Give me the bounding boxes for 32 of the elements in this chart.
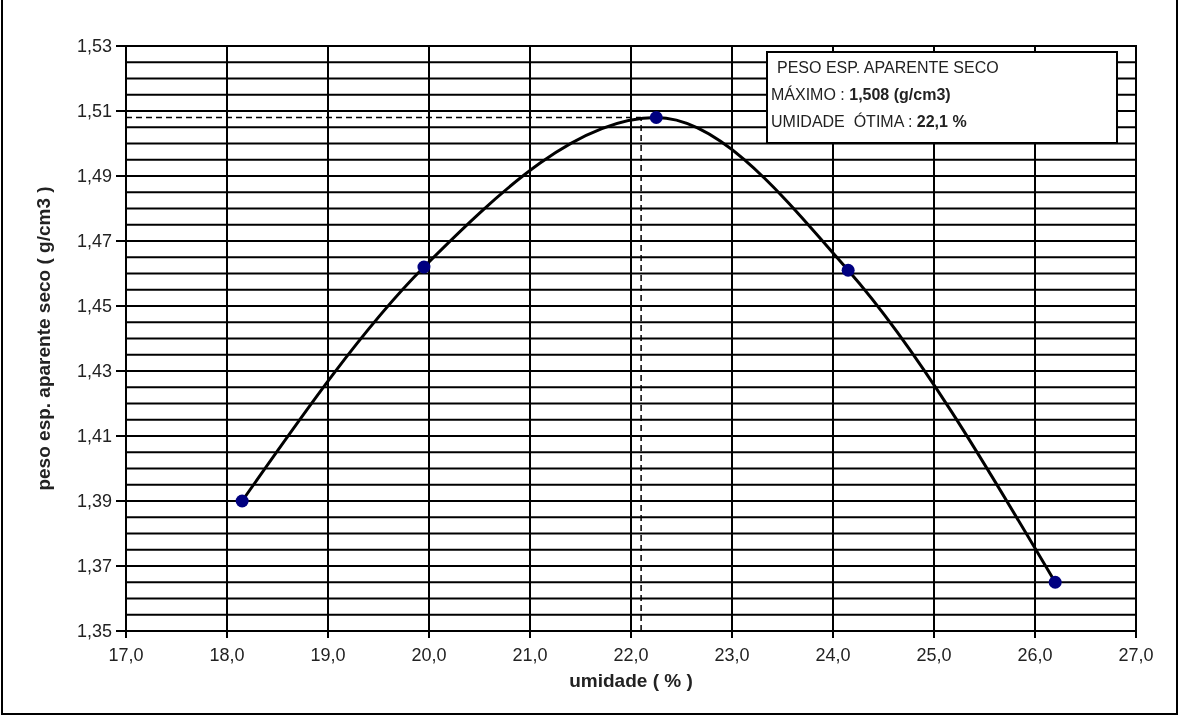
y-tick-label: 1,37: [76, 556, 112, 577]
x-tick-label: 27,0: [1118, 645, 1154, 665]
y-axis-title: peso esp. aparente seco ( g/cm3 ): [33, 186, 54, 491]
y-tick-label: 1,41: [76, 426, 112, 447]
y-tick-label: 1,53: [76, 36, 112, 57]
point: [235, 494, 249, 508]
x-tick-label: 24,0: [815, 645, 851, 665]
x-tick-label: 22,0: [613, 645, 649, 665]
x-tick-label: 18,0: [209, 645, 245, 665]
y-tick-label: 1,35: [76, 621, 112, 642]
point: [841, 263, 855, 277]
x-tick-label: 19,0: [310, 645, 346, 665]
x-axis-title: umidade ( % ): [569, 670, 693, 691]
x-tick-label: 21,0: [512, 645, 548, 665]
x-tick-label: 26,0: [1017, 645, 1053, 665]
x-tick-label: 25,0: [916, 645, 952, 665]
x-tick-label: 23,0: [714, 645, 750, 665]
point: [649, 111, 663, 124]
y-tick-label: 1,39: [76, 491, 112, 512]
y-tick-label: 1,45: [76, 296, 112, 317]
y-tick-label: 1,51: [76, 101, 112, 122]
y-tick-label: 1,43: [76, 361, 112, 382]
annotation: UMIDADE ÓTIMA : 22,1 %: [771, 112, 967, 130]
point: [1048, 575, 1062, 589]
y-tick-label: 1,47: [76, 231, 112, 252]
annotation: PESO ESP. APARENTE SECO: [777, 59, 999, 76]
x-tick-label: 20,0: [411, 645, 447, 665]
annotation: MÁXIMO : 1,508 (g/cm3): [771, 85, 951, 103]
note-box: PESO ESP. APARENTE SECO MÁXIMO : 1,508 (g/cm3) UMIDADE ÓTIMA : 22,1 %: [766, 51, 1118, 144]
x-tick-label: 17,0: [108, 645, 144, 665]
point: [417, 260, 431, 274]
y-tick-label: 1,49: [76, 166, 112, 187]
